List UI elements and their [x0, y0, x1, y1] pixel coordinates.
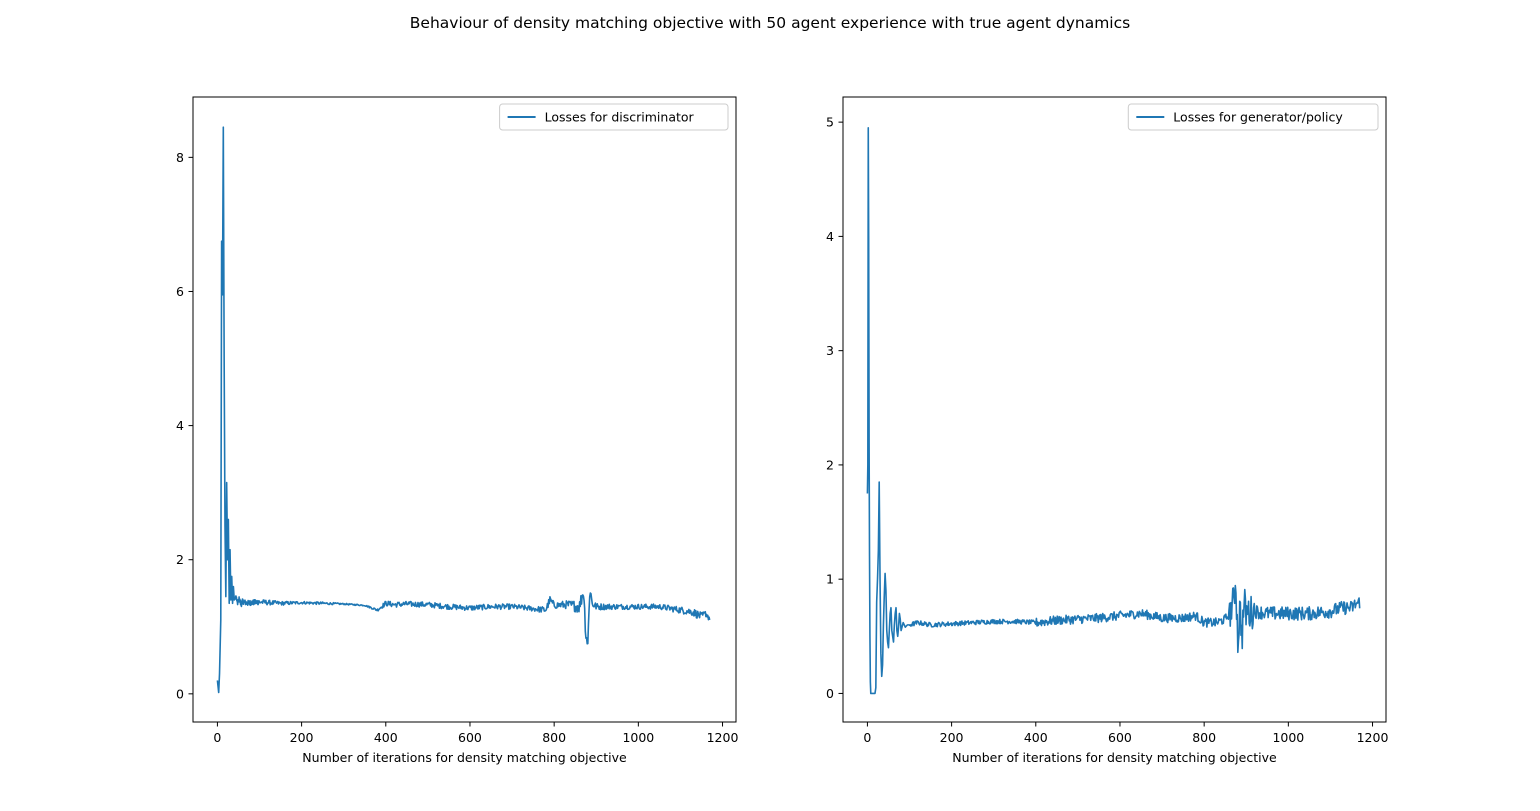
x-tick-label: 0	[863, 730, 871, 745]
y-tick-label: 8	[176, 150, 184, 165]
y-tick-label: 4	[826, 229, 834, 244]
legend-label: Losses for discriminator	[545, 110, 695, 125]
y-tick-label: 1	[826, 572, 834, 587]
y-tick-label: 5	[826, 115, 834, 130]
x-tick-label: 800	[542, 730, 566, 745]
y-tick-label: 4	[176, 418, 184, 433]
axes-frame	[192, 96, 737, 723]
series-line	[216, 126, 711, 694]
x-tick-label: 600	[458, 730, 482, 745]
figure-suptitle: Behaviour of density matching objective …	[410, 14, 1130, 32]
y-tick-label: 0	[826, 686, 834, 701]
x-tick-label: 800	[1192, 730, 1216, 745]
axes-frame	[842, 96, 1387, 723]
x-tick-label: 1200	[707, 730, 739, 745]
x-tick-label: 200	[940, 730, 964, 745]
axes-generator: 0 200 400 600 800 1000 1200 0 1 2 3 4 5 Number of ite…	[826, 96, 1389, 765]
x-tick-label: 1200	[1357, 730, 1389, 745]
x-tick-label: 0	[213, 730, 221, 745]
x-tick-label: 200	[290, 730, 314, 745]
x-tick-label: 400	[374, 730, 398, 745]
y-tick-label: 3	[826, 343, 834, 358]
x-tick-label: 400	[1024, 730, 1048, 745]
x-tick-label: 1000	[622, 730, 654, 745]
y-tick-label: 2	[826, 457, 834, 472]
legend-label: Losses for generator/policy	[1173, 110, 1343, 125]
x-tick-label: 1000	[1272, 730, 1304, 745]
y-tick-label: 0	[176, 686, 184, 701]
legend-box	[1127, 103, 1379, 131]
y-tick-label: 2	[176, 552, 184, 567]
x-tick-label: 600	[1108, 730, 1132, 745]
x-axis-label: Number of iterations for density matchin…	[952, 750, 1277, 765]
y-tick-label: 6	[176, 284, 184, 299]
x-axis-label: Number of iterations for density matchin…	[302, 750, 627, 765]
axes-discriminator: 0 200 400 600 800 1000 1200 0 2 4 6 8 Number of iter…	[176, 96, 739, 765]
legend-box	[499, 103, 729, 131]
legend: Losses for generator/policy	[1127, 103, 1379, 131]
series-line	[866, 127, 1361, 695]
legend: Losses for discriminator	[499, 103, 729, 131]
